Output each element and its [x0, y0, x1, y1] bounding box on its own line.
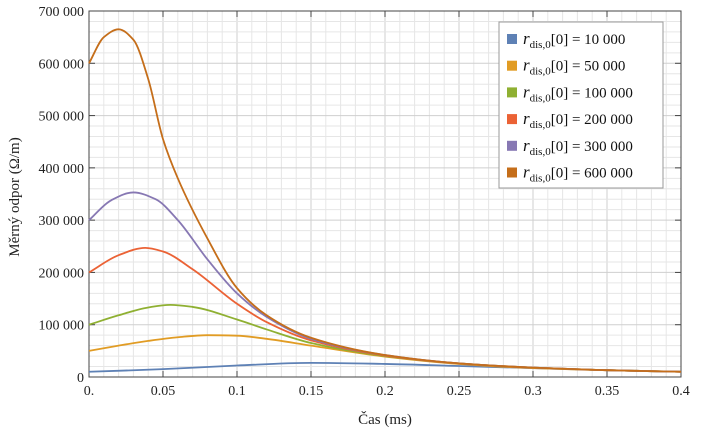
x-tick-label: 0.05: [151, 384, 176, 399]
axes: 0. 0.05 0.1 0.15 0.2 0.25 0.3 0.35 0.4 0 100 000 20…: [39, 5, 690, 399]
legend-swatch: [507, 34, 517, 44]
series-line-6: [88, 28, 682, 373]
y-tick-label: 500 000: [39, 110, 85, 125]
x-tick-label: 0.4: [672, 384, 690, 399]
series-lines: [88, 28, 682, 373]
legend-entry: rdis,0[0] = 50 000: [523, 56, 625, 78]
legend-entry: rdis,0[0] = 10 000: [523, 29, 625, 51]
legend-swatch: [507, 114, 517, 125]
y-tick-label: 200 000: [39, 266, 85, 281]
x-tick-label: 0.25: [447, 384, 472, 399]
x-tick-label: 0.: [84, 384, 95, 399]
y-tick-label: 100 000: [39, 319, 85, 334]
x-tick-label: 0.3: [524, 384, 542, 399]
y-axis-title: Měrný odpor (Ω/m): [7, 137, 23, 256]
y-tick-label: 300 000: [39, 214, 85, 229]
legend-swatch: [507, 60, 517, 71]
legend-swatch: [507, 87, 517, 98]
x-tick-label: 0.2: [376, 384, 394, 399]
x-tick-label: 0.1: [228, 384, 246, 399]
legend-box: [498, 21, 664, 189]
y-tick-label: 400 000: [39, 162, 85, 177]
legend-entry: rdis,0[0] = 600 000: [523, 163, 633, 185]
grid: [88, 10, 682, 378]
legend-entry: rdis,0[0] = 300 000: [523, 136, 633, 158]
x-tick-label: 0.35: [595, 384, 620, 399]
legend-entry: rdis,0[0] = 200 000: [523, 109, 633, 131]
y-tick-label: 600 000: [39, 57, 85, 72]
x-axis-title: Čas (ms): [358, 411, 412, 428]
legend-swatch: [507, 167, 517, 178]
legend: rdis,0[0] = 10 000 rdis,0[0] = 50 000 rdis…: [498, 21, 664, 189]
legend-swatch: [507, 140, 517, 151]
y-tick-label: 700 000: [39, 5, 85, 20]
legend-entry: rdis,0[0] = 100 000: [523, 82, 633, 104]
y-tick-label: 0: [77, 371, 84, 386]
x-tick-label: 0.15: [299, 384, 324, 399]
